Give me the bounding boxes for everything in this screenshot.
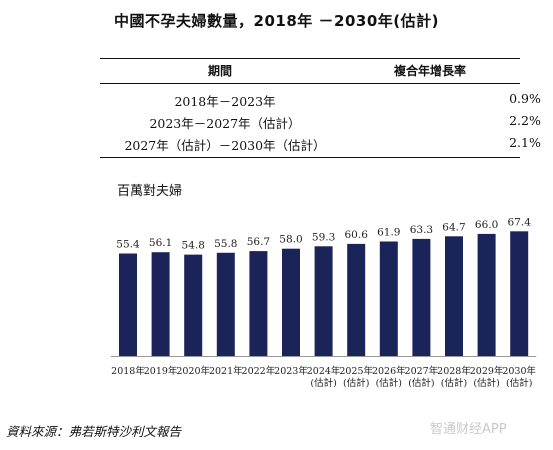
data-label-12: 67.4: [508, 216, 532, 228]
category-label-7: 2025年: [339, 365, 373, 377]
category-label-5: 2023年: [274, 365, 308, 377]
source-note: 資料來源：弗若斯特沙利文報告: [6, 424, 182, 439]
data-label-3: 55.8: [214, 238, 237, 250]
bar-8: [379, 241, 398, 356]
bar-7: [347, 243, 366, 356]
table-row: 2018年－2023年 0.9%: [100, 91, 540, 113]
category-label-9-sub: (估計): [408, 377, 434, 389]
category-label-11-sub: (估計): [473, 377, 499, 389]
row-period: 2023年－2027年（估計）: [149, 116, 301, 131]
row-cagr: 0.9%: [509, 91, 541, 106]
bar-5: [282, 248, 300, 356]
bar-10: [445, 236, 463, 356]
category-label-8-sub: (估計): [376, 377, 402, 389]
category-label-3: 2021年: [209, 365, 243, 377]
row-cagr: 2.1%: [509, 135, 541, 150]
watermark: 智通财经APP: [430, 422, 507, 437]
data-label-2: 54.8: [182, 240, 205, 252]
row-period: 2018年－2023年: [174, 94, 276, 109]
bar-0: [119, 253, 137, 356]
table-row: 2027年（估計）－2030年（估計） 2.1%: [100, 135, 540, 157]
data-label-5: 58.0: [279, 234, 302, 246]
category-label-6-sub: (估計): [310, 377, 336, 389]
bar-3: [216, 252, 235, 356]
bar-12: [510, 231, 529, 356]
bar-6: [314, 246, 333, 356]
category-label-7-sub: (估計): [343, 377, 369, 389]
category-label-0: 2018年: [111, 365, 145, 377]
table-header-rule: [100, 83, 520, 84]
category-label-10: 2028年: [437, 365, 471, 377]
category-label-11: 2029年: [470, 365, 504, 377]
unit-label: 百萬對夫婦: [117, 184, 183, 199]
data-label-1: 56.1: [149, 237, 172, 249]
data-label-11: 66.0: [475, 219, 498, 231]
category-label-2: 2020年: [176, 365, 210, 377]
category-label-12: 2030年: [502, 365, 536, 377]
chart-title: 中國不孕夫婦數量，2018年 －2030年(估計): [114, 12, 439, 30]
category-label-10-sub: (估計): [441, 377, 467, 389]
bar-4: [249, 251, 268, 356]
bar-1: [151, 252, 170, 356]
table-row: 2023年－2027年（估計） 2.2%: [100, 113, 540, 135]
data-label-8: 61.9: [377, 226, 400, 238]
row-cagr: 2.2%: [509, 113, 541, 128]
row-period: 2027年（估計）－2030年（估計）: [124, 138, 326, 153]
data-label-9: 63.3: [410, 224, 433, 236]
table-header-cagr: 複合年增長率: [393, 64, 466, 78]
data-label-4: 56.7: [247, 236, 270, 248]
data-label-6: 59.3: [312, 231, 335, 243]
bar-9: [412, 238, 431, 356]
category-label-12-sub: (估計): [506, 377, 532, 389]
bar-2: [184, 254, 203, 356]
data-label-10: 64.7: [442, 221, 465, 233]
category-label-1: 2019年: [144, 365, 178, 377]
table-top-rule: [100, 58, 520, 59]
category-label-4: 2022年: [242, 365, 276, 377]
bar-11: [477, 233, 496, 356]
category-label-8: 2026年: [372, 365, 406, 377]
data-label-7: 60.6: [345, 229, 369, 241]
table-header-period: 期間: [207, 64, 232, 78]
table-bottom-rule: [100, 157, 520, 158]
category-label-9: 2027年: [405, 365, 439, 377]
data-label-0: 55.4: [116, 239, 140, 251]
category-label-6: 2024年: [307, 365, 341, 377]
